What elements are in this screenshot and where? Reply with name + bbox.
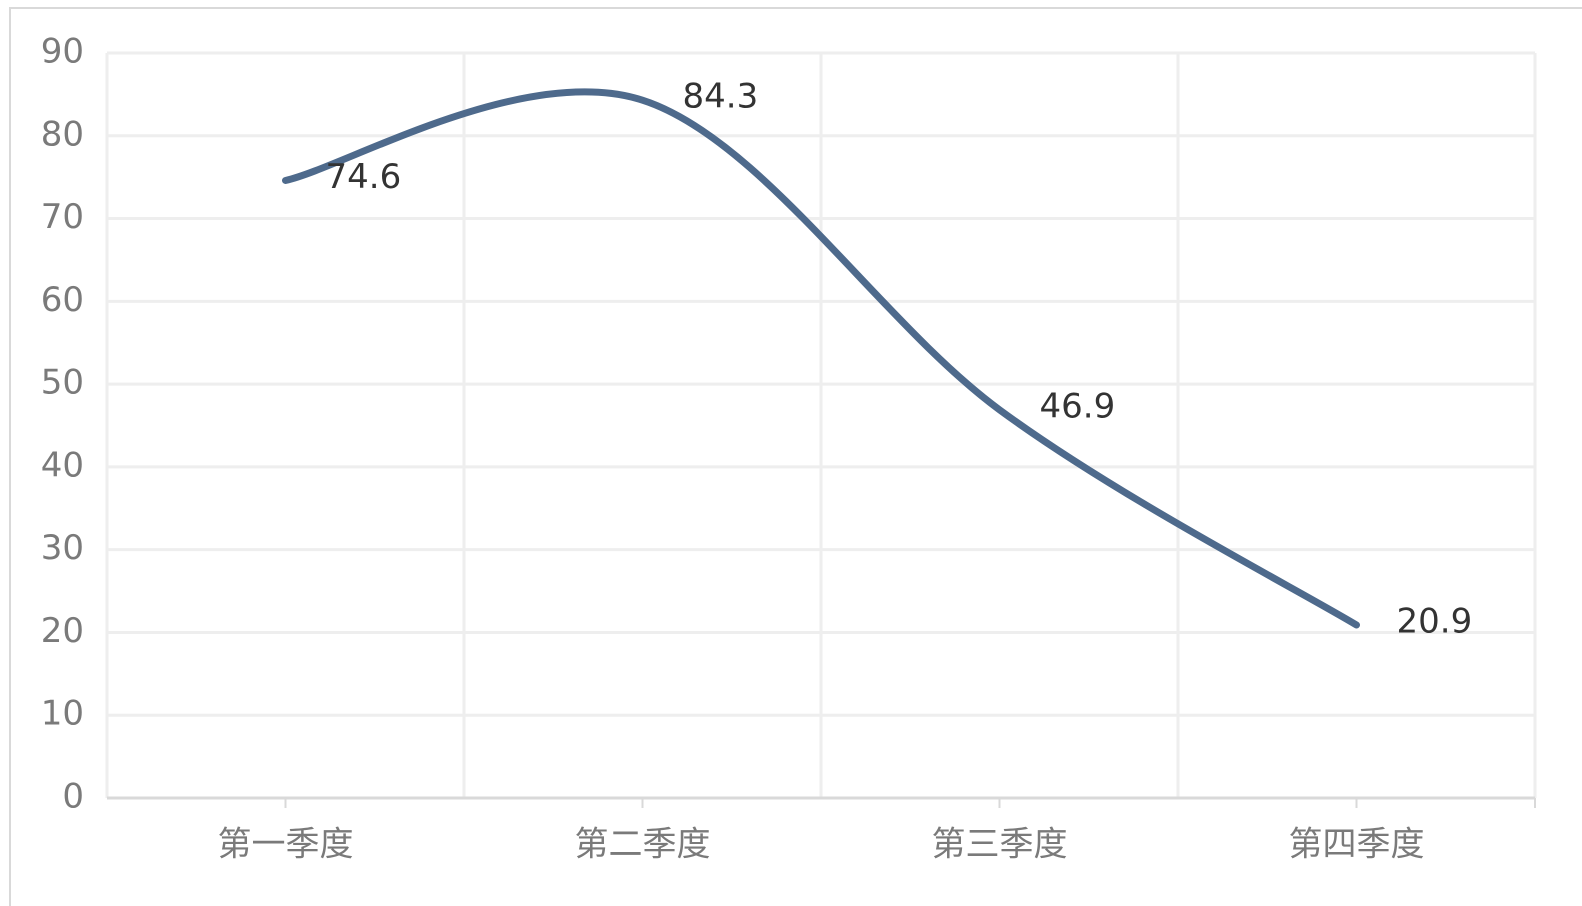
y-tick-label: 30 bbox=[41, 528, 84, 568]
x-tick-label: 第二季度 bbox=[575, 825, 711, 865]
data-label: 84.3 bbox=[683, 77, 759, 117]
y-tick-label: 50 bbox=[41, 363, 84, 403]
y-tick-label: 60 bbox=[41, 280, 84, 320]
x-tick-label: 第一季度 bbox=[218, 825, 354, 865]
line-series bbox=[282, 88, 1360, 629]
x-tick-label: 第四季度 bbox=[1289, 825, 1425, 865]
y-tick-label: 10 bbox=[41, 694, 84, 734]
y-tick-label: 90 bbox=[41, 32, 84, 72]
x-tick-label: 第三季度 bbox=[932, 825, 1068, 865]
data-label: 74.6 bbox=[326, 157, 402, 197]
y-tick-label: 80 bbox=[41, 114, 84, 154]
data-label: 46.9 bbox=[1040, 386, 1116, 426]
y-tick-label: 20 bbox=[41, 611, 84, 651]
y-tick-label: 40 bbox=[41, 445, 84, 485]
chart-frame bbox=[9, 7, 1582, 906]
data-label: 20.9 bbox=[1397, 601, 1473, 641]
y-tick-label: 70 bbox=[41, 197, 84, 237]
y-tick-label: 0 bbox=[62, 777, 84, 817]
